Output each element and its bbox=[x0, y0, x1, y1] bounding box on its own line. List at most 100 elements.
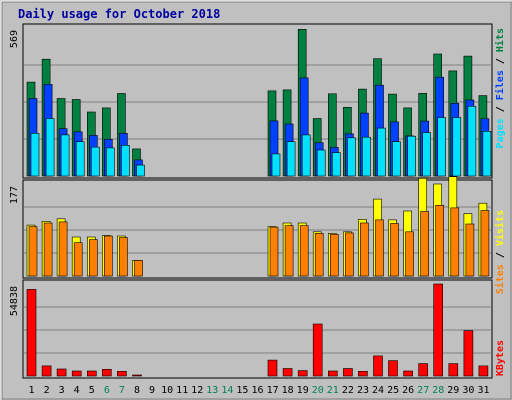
x-tick-label: 4 bbox=[74, 385, 80, 396]
x-tick-label: 5 bbox=[89, 385, 95, 396]
bar-pages bbox=[136, 164, 145, 177]
bar-sites bbox=[465, 223, 475, 277]
bar-kbytes bbox=[448, 363, 459, 377]
x-tick-label: 3 bbox=[59, 385, 65, 396]
x-tick-label: 26 bbox=[402, 385, 414, 396]
bar-sites bbox=[345, 232, 354, 277]
bar-kbytes bbox=[418, 363, 429, 377]
y-max-label-middle: 177 bbox=[9, 186, 20, 204]
bar-pages bbox=[60, 134, 70, 177]
bar-sites bbox=[58, 221, 68, 277]
bar-sites bbox=[375, 219, 384, 277]
bar-kbytes bbox=[312, 323, 323, 377]
bar-kbytes bbox=[373, 355, 383, 377]
bar-pages bbox=[482, 131, 492, 177]
bar-pages bbox=[377, 127, 386, 177]
bar-sites bbox=[299, 225, 309, 277]
bar-pages bbox=[75, 141, 85, 177]
bar-sites bbox=[435, 205, 445, 277]
bar-kbytes bbox=[463, 330, 474, 377]
bar-sites bbox=[420, 211, 430, 277]
bar-kbytes bbox=[117, 370, 127, 377]
x-tick-label: 18 bbox=[282, 385, 294, 396]
x-tick-label: 25 bbox=[387, 385, 399, 396]
bar-pages bbox=[347, 137, 356, 177]
bar-kbytes bbox=[267, 359, 278, 377]
bar-pages bbox=[316, 149, 326, 177]
bar-sites bbox=[269, 226, 279, 277]
bar-pages bbox=[331, 152, 341, 177]
bar-sites bbox=[360, 222, 369, 277]
bar-pages bbox=[30, 133, 40, 177]
legend-top: Pages / Files / Hits bbox=[494, 28, 506, 148]
legend-entry: / bbox=[495, 100, 506, 118]
legend-entry: Files bbox=[494, 70, 506, 100]
x-tick-label: 24 bbox=[372, 385, 384, 396]
x-tick-label: 12 bbox=[191, 385, 203, 396]
x-tick-label: 29 bbox=[447, 385, 459, 396]
x-tick-label: 2 bbox=[44, 385, 50, 396]
legend-entry: Sites bbox=[494, 264, 506, 294]
x-tick-label: 10 bbox=[161, 385, 173, 396]
x-tick-label: 13 bbox=[206, 385, 218, 396]
bar-kbytes bbox=[327, 370, 338, 377]
bar-sites bbox=[480, 210, 490, 277]
x-tick-label: 21 bbox=[327, 385, 339, 396]
legend-bottom: KBytes bbox=[495, 340, 506, 376]
bar-pages bbox=[121, 145, 130, 177]
bar-kbytes bbox=[26, 289, 37, 377]
bar-kbytes bbox=[358, 370, 368, 377]
bar-pages bbox=[392, 141, 401, 177]
bar-sites bbox=[73, 242, 83, 277]
x-tick-label: 8 bbox=[134, 385, 140, 396]
y-max-label-top: 569 bbox=[9, 30, 20, 48]
bar-kbytes bbox=[56, 368, 67, 377]
legend-entry: Visits bbox=[494, 210, 506, 246]
bar-pages bbox=[286, 141, 296, 177]
bar-pages bbox=[271, 153, 281, 177]
legend-entry: Pages bbox=[495, 118, 506, 148]
bar-sites bbox=[329, 234, 339, 277]
bar-sites bbox=[390, 223, 399, 277]
bar-kbytes bbox=[403, 370, 413, 377]
bar-kbytes bbox=[388, 360, 398, 377]
bar-sites bbox=[104, 235, 113, 277]
x-tick-label: 16 bbox=[251, 385, 263, 396]
bar-kbytes bbox=[297, 370, 308, 377]
bar-pages bbox=[45, 118, 55, 177]
bar-kbytes bbox=[41, 365, 52, 377]
x-tick-label: 19 bbox=[297, 385, 309, 396]
x-tick-label: 23 bbox=[357, 385, 369, 396]
x-tick-label: 6 bbox=[104, 385, 110, 396]
bar-pages bbox=[452, 117, 462, 177]
y-max-label-bottom: 54838 bbox=[9, 286, 20, 316]
x-tick-label: 1 bbox=[28, 385, 34, 396]
bar-sites bbox=[134, 260, 143, 277]
bar-kbytes bbox=[343, 368, 353, 377]
x-tick-label: 7 bbox=[119, 385, 125, 396]
bar-sites bbox=[284, 225, 294, 277]
legend-middle: Sites / Visits bbox=[494, 210, 506, 294]
bar-kbytes bbox=[433, 283, 444, 377]
bar-sites bbox=[89, 239, 98, 277]
chart-title: Daily usage for October 2018 bbox=[18, 7, 221, 21]
x-tick-label: 20 bbox=[312, 385, 324, 396]
x-tick-label: 17 bbox=[267, 385, 279, 396]
legend-entry: / bbox=[495, 52, 506, 70]
bar-kbytes bbox=[102, 368, 112, 377]
x-tick-label: 22 bbox=[342, 385, 354, 396]
legend-entry: Hits bbox=[494, 28, 506, 52]
legend-entry: KBytes bbox=[495, 340, 506, 376]
bar-pages bbox=[106, 147, 115, 177]
bar-kbytes bbox=[478, 365, 489, 377]
bar-pages bbox=[422, 132, 432, 177]
x-tick-label: 9 bbox=[149, 385, 155, 396]
bar-sites bbox=[119, 237, 128, 277]
bar-sites bbox=[43, 222, 53, 277]
bar-pages bbox=[437, 117, 447, 177]
bar-sites bbox=[314, 233, 324, 277]
bar-pages bbox=[362, 136, 371, 177]
panel-frame-bottom bbox=[22, 279, 493, 379]
